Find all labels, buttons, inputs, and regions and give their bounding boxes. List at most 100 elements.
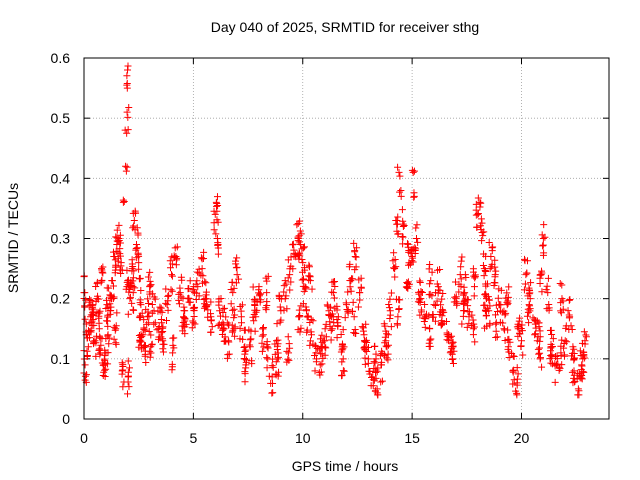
data-point — [240, 326, 248, 334]
data-point — [539, 242, 547, 250]
data-point — [295, 313, 303, 321]
data-point — [286, 286, 294, 294]
data-point — [92, 352, 100, 360]
data-point — [497, 286, 505, 294]
data-point — [470, 283, 478, 291]
data-point — [95, 346, 103, 354]
data-point — [513, 389, 521, 397]
data-point — [190, 304, 198, 312]
data-point — [509, 368, 517, 376]
data-point — [167, 286, 175, 294]
data-point — [274, 353, 282, 361]
data-point — [476, 203, 484, 211]
data-point — [352, 329, 360, 337]
data-point — [124, 310, 132, 318]
data-point — [504, 345, 512, 353]
data-point — [129, 277, 137, 285]
data-point — [392, 217, 400, 225]
data-point — [449, 343, 457, 351]
data-point — [416, 277, 424, 285]
data-point — [433, 280, 441, 288]
data-point — [524, 305, 532, 313]
data-point — [124, 357, 132, 365]
data-point — [144, 273, 152, 281]
data-point — [146, 347, 154, 355]
data-point — [581, 340, 589, 348]
data-point — [536, 349, 544, 357]
data-point — [491, 263, 499, 271]
data-point — [425, 291, 433, 299]
data-point — [399, 220, 407, 228]
data-point — [428, 268, 436, 276]
grid-lines — [84, 58, 609, 419]
data-point — [256, 290, 264, 298]
x-tick-label: 20 — [514, 430, 530, 446]
data-point — [130, 222, 138, 230]
data-point — [119, 361, 127, 369]
data-point — [536, 279, 544, 287]
data-point — [385, 300, 393, 308]
data-point — [294, 219, 302, 227]
data-point — [396, 188, 404, 196]
data-point — [351, 248, 359, 256]
chart-title: Day 040 of 2025, SRMTID for receiver sth… — [211, 19, 479, 35]
data-point — [443, 329, 451, 337]
data-point — [216, 312, 224, 320]
data-point — [148, 290, 156, 298]
data-point — [136, 312, 144, 320]
data-point — [333, 315, 341, 323]
data-point — [175, 290, 183, 298]
data-point — [377, 378, 385, 386]
data-point — [515, 317, 523, 325]
data-point — [509, 352, 517, 360]
data-point — [215, 301, 223, 309]
data-point — [426, 280, 434, 288]
data-point — [133, 224, 141, 232]
data-point — [343, 305, 351, 313]
data-point — [316, 361, 324, 369]
data-point — [551, 378, 559, 386]
data-point — [111, 326, 119, 334]
data-point — [262, 306, 270, 314]
data-point — [140, 316, 148, 324]
data-point — [427, 277, 435, 285]
data-point — [128, 260, 136, 268]
data-point — [201, 278, 209, 286]
data-point — [309, 317, 317, 325]
data-point — [477, 199, 485, 207]
data-point — [319, 354, 327, 362]
data-point — [230, 314, 238, 322]
data-point — [144, 295, 152, 303]
data-point — [533, 317, 541, 325]
data-point — [106, 300, 114, 308]
data-point — [241, 348, 249, 356]
data-point — [109, 282, 117, 290]
data-point — [438, 306, 446, 314]
data-point — [214, 218, 222, 226]
data-point — [450, 347, 458, 355]
data-point — [562, 324, 570, 332]
data-point — [322, 320, 330, 328]
data-point — [214, 250, 222, 258]
data-point — [328, 288, 336, 296]
data-point — [479, 232, 487, 240]
data-point — [560, 340, 568, 348]
data-point — [112, 233, 120, 241]
data-point — [89, 308, 97, 316]
data-point — [199, 272, 207, 280]
data-point — [492, 267, 500, 275]
data-point — [547, 347, 555, 355]
data-point — [509, 380, 517, 388]
data-point — [146, 353, 154, 361]
data-point — [130, 306, 138, 314]
y-tick-label: 0 — [62, 411, 70, 427]
data-point — [113, 309, 121, 317]
data-point — [96, 307, 104, 315]
data-point — [108, 295, 116, 303]
data-point — [567, 322, 575, 330]
data-point — [378, 377, 386, 385]
data-point — [378, 358, 386, 366]
data-point — [358, 323, 366, 331]
data-point — [541, 233, 549, 241]
data-point — [543, 282, 551, 290]
